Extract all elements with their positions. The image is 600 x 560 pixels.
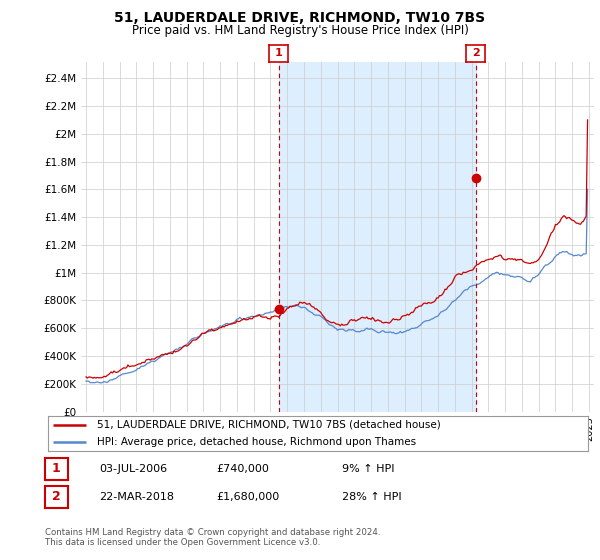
Text: 28% ↑ HPI: 28% ↑ HPI — [342, 492, 401, 502]
Text: 2: 2 — [52, 490, 61, 503]
Text: £1,680,000: £1,680,000 — [216, 492, 279, 502]
Text: 51, LAUDERDALE DRIVE, RICHMOND, TW10 7BS (detached house): 51, LAUDERDALE DRIVE, RICHMOND, TW10 7BS… — [97, 420, 440, 430]
Text: 51, LAUDERDALE DRIVE, RICHMOND, TW10 7BS: 51, LAUDERDALE DRIVE, RICHMOND, TW10 7BS — [115, 11, 485, 25]
Text: 22-MAR-2018: 22-MAR-2018 — [99, 492, 174, 502]
Text: Contains HM Land Registry data © Crown copyright and database right 2024.
This d: Contains HM Land Registry data © Crown c… — [45, 528, 380, 548]
Text: 03-JUL-2006: 03-JUL-2006 — [99, 464, 167, 474]
Bar — [279, 62, 476, 412]
Text: 2: 2 — [472, 48, 479, 58]
Text: £740,000: £740,000 — [216, 464, 269, 474]
Text: 1: 1 — [52, 462, 61, 475]
Text: HPI: Average price, detached house, Richmond upon Thames: HPI: Average price, detached house, Rich… — [97, 437, 416, 447]
Text: 1: 1 — [275, 48, 283, 58]
Text: 9% ↑ HPI: 9% ↑ HPI — [342, 464, 395, 474]
Text: Price paid vs. HM Land Registry's House Price Index (HPI): Price paid vs. HM Land Registry's House … — [131, 24, 469, 36]
